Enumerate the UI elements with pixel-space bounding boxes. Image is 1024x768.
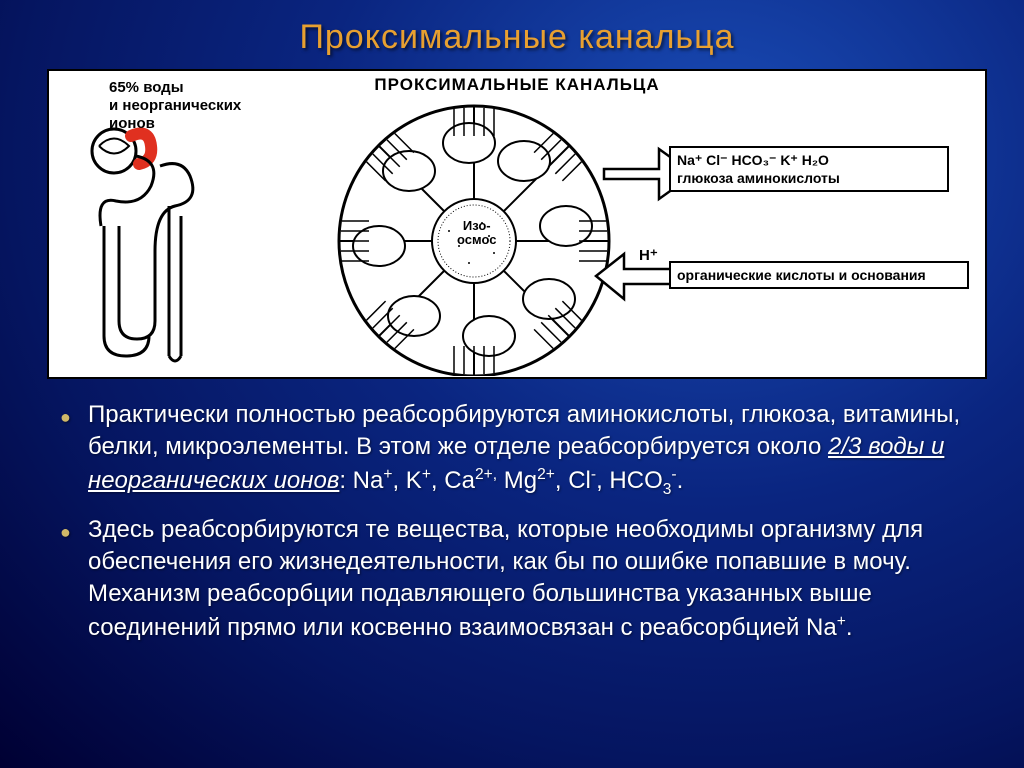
reabsorbed-substances-box: Na⁺ Cl⁻ HCO₃⁻ K⁺ H₂O глюкоза аминокислот…	[669, 146, 949, 192]
slide-container: Проксимальные канальца ПРОКСИМАЛЬНЫЕ КАН…	[0, 0, 1024, 768]
h-plus-label: H⁺	[639, 246, 658, 264]
nephron-label-2: и неорганических	[109, 97, 241, 114]
list-item: Здесь реабсорбируются те вещества, котор…	[60, 514, 984, 645]
diagram-top-label: ПРОКСИМАЛЬНЫЕ КАНАЛЬЦА	[374, 75, 659, 95]
center-1: Изо-	[463, 218, 491, 233]
nephron-label-3: ионов	[109, 115, 155, 132]
nephron-figure	[69, 96, 229, 376]
text-content: Практически полностью реабсорбируются ам…	[40, 399, 994, 644]
nephron-label-1: 65% воды	[109, 79, 184, 96]
center-2: осмос	[457, 232, 496, 247]
list-item: Практически полностью реабсорбируются ам…	[60, 399, 984, 500]
diagram-container: ПРОКСИМАЛЬНЫЕ КАНАЛЬЦА	[47, 69, 987, 379]
secreted-substances-box: органические кислоты и основания	[669, 261, 969, 289]
slide-title: Проксимальные канальца	[40, 18, 994, 57]
arrow1-line1: Na⁺ Cl⁻ HCO₃⁻ K⁺ H₂O	[677, 152, 829, 168]
nephron-label: 65% воды и неорганических ионов	[109, 79, 241, 133]
iso-osmosis-label: Изо- осмос	[457, 219, 496, 248]
bullet-list: Практически полностью реабсорбируются ам…	[60, 399, 984, 644]
arrow1-line2: глюкоза аминокислоты	[677, 170, 840, 186]
